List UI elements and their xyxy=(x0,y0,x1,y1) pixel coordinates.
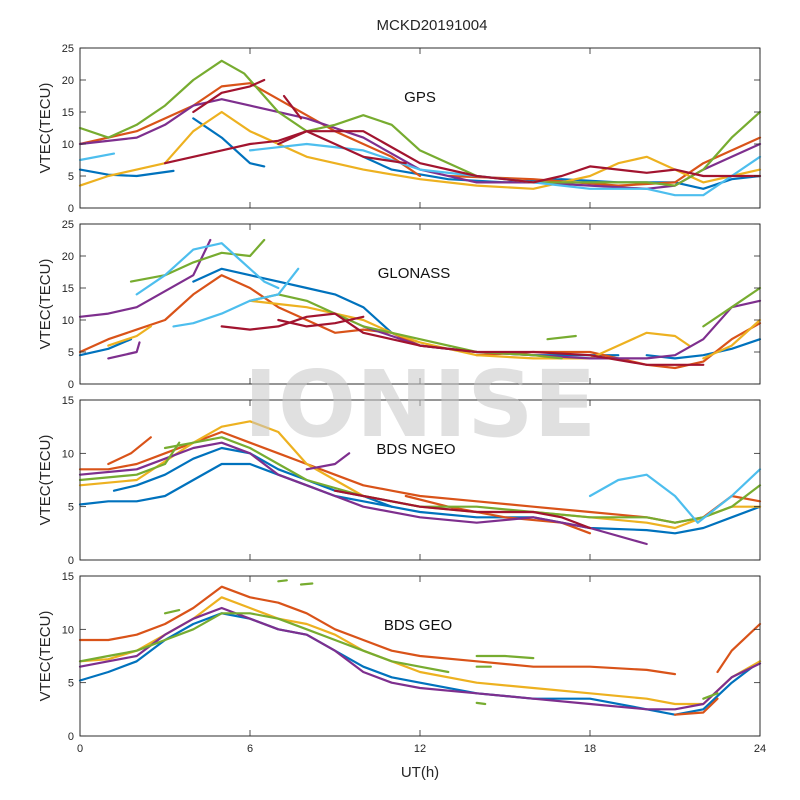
series-line-9 xyxy=(163,609,181,615)
x-tick-label: 12 xyxy=(414,743,426,755)
series-line-8 xyxy=(702,318,762,360)
y-tick-label: 15 xyxy=(62,395,74,407)
y-tick-label: 25 xyxy=(62,219,74,231)
y-tick-label: 20 xyxy=(62,251,74,263)
y-tick-label: 10 xyxy=(62,624,74,636)
panel-gps: 0 5 10 15 20 25 VTEC(TECU) GPS xyxy=(37,43,762,215)
panel-label: GPS xyxy=(404,89,436,106)
series-line-6 xyxy=(107,325,152,347)
watermark: IONISE xyxy=(244,351,597,458)
x-tick-label: 18 xyxy=(584,743,596,755)
panel-label: GLONASS xyxy=(378,265,451,282)
series-line-6 xyxy=(78,606,762,711)
series-line-4 xyxy=(107,436,152,466)
series-line-9 xyxy=(78,152,116,162)
series-line-14 xyxy=(702,692,719,700)
y-axis-label: VTEC(TECU) xyxy=(37,435,54,526)
y-tick-label: 0 xyxy=(68,203,74,215)
y-tick-label: 5 xyxy=(68,502,74,514)
series-line-7 xyxy=(78,612,450,674)
series-line-11 xyxy=(299,582,314,586)
series-line-12 xyxy=(129,238,266,283)
y-tick-label: 10 xyxy=(62,139,74,151)
series-line-11 xyxy=(163,130,407,165)
series-line-10 xyxy=(107,341,141,360)
panel-bds-geo: 0 5 10 15 VTEC(TECU) BDS GEO xyxy=(37,571,762,743)
series-line-2 xyxy=(192,117,266,168)
series-line-1 xyxy=(78,612,762,716)
series-line-11 xyxy=(588,468,762,524)
y-tick-label: 0 xyxy=(68,731,74,743)
series-line-5 xyxy=(447,136,762,187)
series-line-4 xyxy=(716,622,762,674)
series-line-9 xyxy=(78,441,181,482)
y-tick-label: 25 xyxy=(62,43,74,55)
series-line-19 xyxy=(277,315,365,328)
panel-glonass: 0 5 10 15 20 25 VTEC(TECU) GLONASS xyxy=(37,219,762,391)
series-line-13 xyxy=(192,78,266,114)
y-tick-label: 5 xyxy=(68,171,74,183)
y-axis-label: VTEC(TECU) xyxy=(37,259,54,350)
series-line-2 xyxy=(78,585,677,676)
x-axis-label: UT(h) xyxy=(401,764,439,781)
series-line-14 xyxy=(546,334,577,341)
series-line-7 xyxy=(78,441,648,546)
series-line-10 xyxy=(163,436,762,524)
series-line-16 xyxy=(135,242,280,296)
series-line-12 xyxy=(277,130,762,184)
y-tick-label: 10 xyxy=(62,315,74,327)
series-line-3 xyxy=(673,697,719,716)
series-line-10 xyxy=(248,142,762,197)
y-tick-label: 0 xyxy=(68,379,74,391)
series-line-8 xyxy=(475,654,535,660)
figure-title: MCKD20191004 xyxy=(377,17,488,34)
series-line-8 xyxy=(78,59,762,187)
series-line-13 xyxy=(475,701,487,706)
series-line-5 xyxy=(404,494,592,535)
series-line-9 xyxy=(78,238,212,318)
series-line-1 xyxy=(78,338,133,357)
series-line-12 xyxy=(333,489,592,530)
series-line-18 xyxy=(220,312,705,366)
y-tick-label: 15 xyxy=(62,571,74,583)
series-line-4 xyxy=(78,274,422,354)
series-line-3 xyxy=(362,155,762,190)
y-tick-label: 10 xyxy=(62,448,74,460)
x-axis-ticks: 0 6 12 18 24 xyxy=(77,743,766,755)
series-line-10 xyxy=(277,579,288,583)
series-line-4 xyxy=(78,82,422,178)
series-line-8 xyxy=(305,452,351,471)
series-line-1 xyxy=(78,462,762,535)
series-line-17 xyxy=(172,267,300,328)
series-line-1 xyxy=(78,168,175,178)
y-tick-label: 15 xyxy=(62,283,74,295)
y-axis-label: VTEC(TECU) xyxy=(37,611,54,702)
y-tick-label: 5 xyxy=(68,347,74,359)
y-tick-label: 5 xyxy=(68,678,74,690)
series-line-14 xyxy=(282,94,303,120)
panel-label: BDS GEO xyxy=(384,617,452,634)
panels: 0 5 10 15 20 25 VTEC(TECU) GPS 0 5 10 15 20 25 VTEC(TE… xyxy=(37,43,762,743)
panel-label: BDS NGEO xyxy=(376,441,455,458)
series-line-13 xyxy=(248,293,563,360)
x-tick-label: 24 xyxy=(754,743,766,755)
y-tick-label: 0 xyxy=(68,555,74,567)
x-tick-label: 6 xyxy=(247,743,253,755)
y-tick-label: 15 xyxy=(62,107,74,119)
panel-bds-ngeo: 0 5 10 15 VTEC(TECU) BDS NGEO xyxy=(37,395,762,567)
series-line-15 xyxy=(702,286,762,328)
y-tick-label: 20 xyxy=(62,75,74,87)
x-tick-label: 0 xyxy=(77,743,83,755)
y-axis-label: VTEC(TECU) xyxy=(37,83,54,174)
